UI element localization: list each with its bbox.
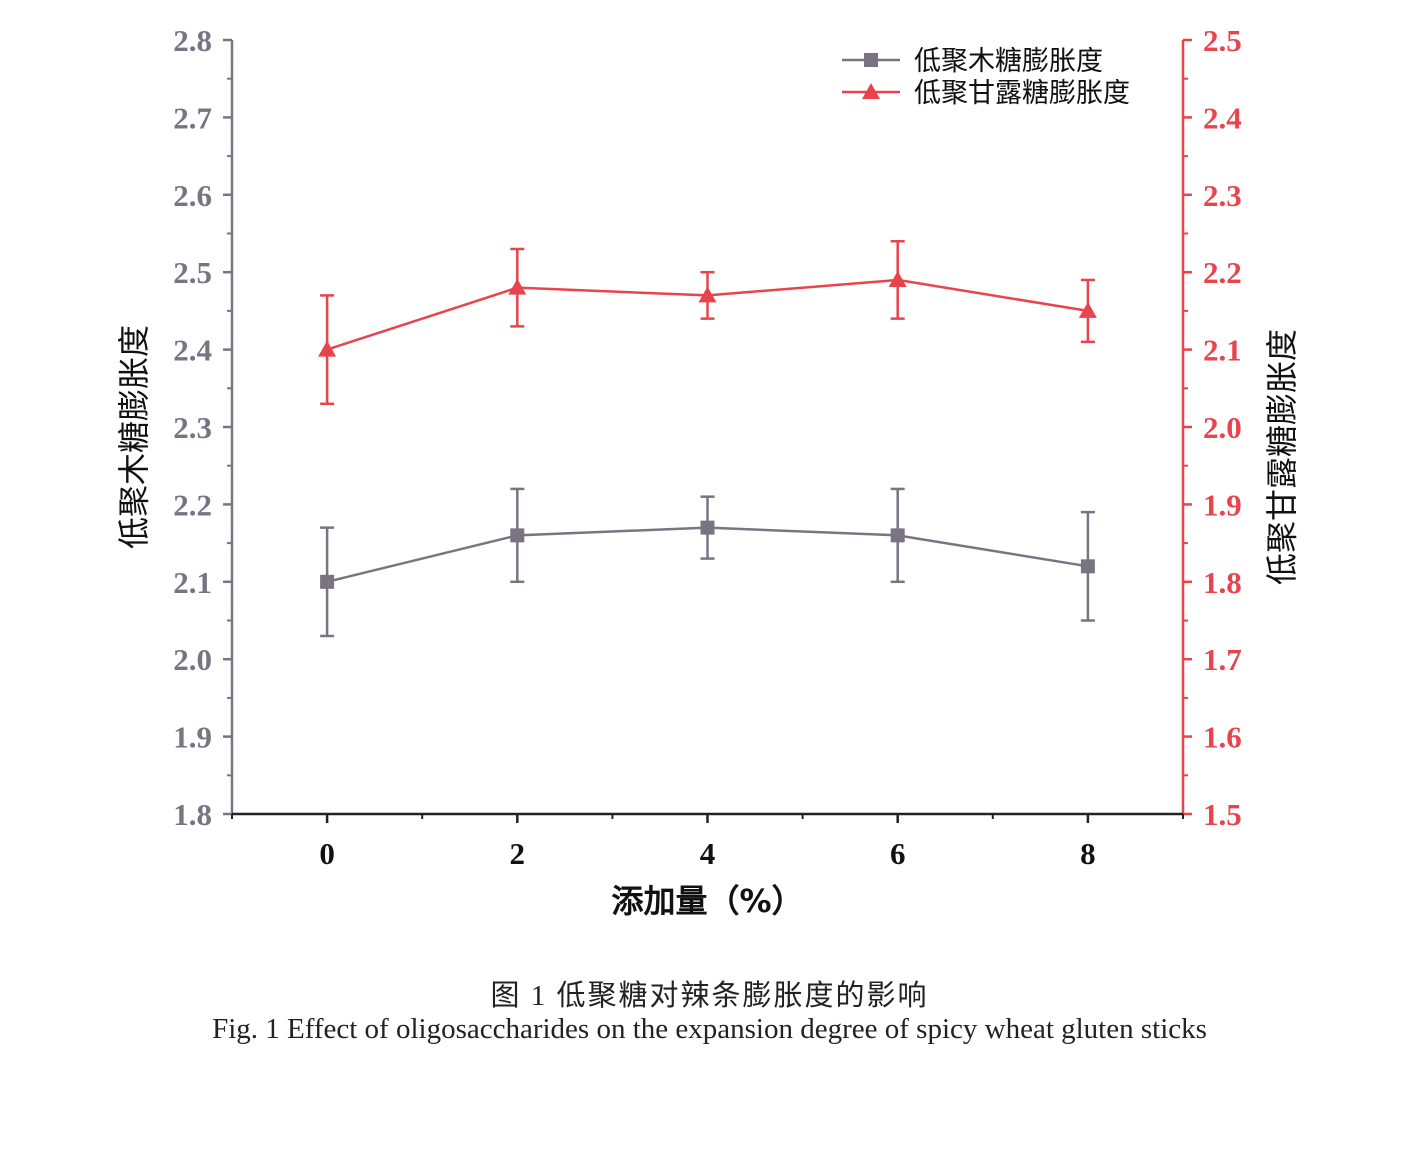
expansion-degree-chart: 1.8 1.9 2.0 2.1 2.2 2.3 2.4 2.5 2.6 2.7 2.8 1.5 1.6 1… <box>115 23 1301 920</box>
left-y-tick-label: 2.6 <box>173 178 212 213</box>
right-y-axis-title: 低聚甘露糖膨胀度 <box>1263 329 1301 585</box>
right-y-tick-label: 2.0 <box>1203 410 1242 445</box>
x-axis-title: 添加量（%） <box>611 882 803 920</box>
left-y-tick-label: 2.4 <box>173 333 212 368</box>
x-tick-label: 6 <box>890 836 906 871</box>
data-point-square <box>890 528 905 543</box>
figure-caption-english: Fig. 1 Effect of oligosaccharides on the… <box>212 1013 1207 1045</box>
legend-label: 低聚甘露糖膨胀度 <box>914 78 1130 109</box>
left-y-axis-title: 低聚木糖膨胀度 <box>115 325 153 549</box>
right-y-tick-label: 2.1 <box>1203 333 1242 368</box>
left-y-tick-label: 1.8 <box>173 797 212 832</box>
right-y-tick-label: 1.7 <box>1203 642 1242 677</box>
right-y-tick-label: 2.5 <box>1203 23 1242 58</box>
left-y-tick-label: 2.7 <box>173 100 212 135</box>
data-point-triangle <box>508 278 527 295</box>
right-y-tick-label: 1.9 <box>1203 487 1242 522</box>
right-y-tick-label: 2.4 <box>1203 100 1242 135</box>
series-1 <box>320 487 1095 638</box>
data-point-triangle <box>888 270 907 287</box>
left-y-tick-label: 1.9 <box>173 720 212 755</box>
legend-marker-triangle <box>862 83 880 99</box>
x-tick-label: 8 <box>1080 836 1096 871</box>
data-point-square <box>510 528 525 543</box>
x-tick-label: 4 <box>700 836 716 871</box>
data-point-square <box>320 574 335 589</box>
series-2 <box>318 239 1097 406</box>
legend-label: 低聚木糖膨胀度 <box>914 46 1103 77</box>
legend-marker-square <box>864 53 878 67</box>
left-y-tick-label: 2.8 <box>173 23 212 58</box>
left-y-tick-label: 2.5 <box>173 255 212 290</box>
left-y-tick-label: 2.1 <box>173 565 212 600</box>
x-tick-label: 2 <box>510 836 526 871</box>
data-point-square <box>1080 559 1095 574</box>
right-y-tick-label: 2.3 <box>1203 178 1242 213</box>
right-y-tick-label: 1.6 <box>1203 720 1242 755</box>
data-point-triangle <box>698 286 717 303</box>
right-y-tick-label: 1.8 <box>1203 565 1242 600</box>
right-y-tick-label: 1.5 <box>1203 797 1242 832</box>
left-y-tick-label: 2.3 <box>173 410 212 445</box>
left-y-tick-label: 2.2 <box>173 487 212 522</box>
data-point-triangle <box>1078 301 1097 318</box>
x-tick-label: 0 <box>319 836 335 871</box>
left-y-tick-label: 2.0 <box>173 642 212 677</box>
data-point-triangle <box>318 340 337 357</box>
data-point-square <box>700 520 715 535</box>
right-y-tick-label: 2.2 <box>1203 255 1242 290</box>
figure-caption-chinese: 图 1 低聚糖对辣条膨胀度的影响 <box>490 980 929 1012</box>
